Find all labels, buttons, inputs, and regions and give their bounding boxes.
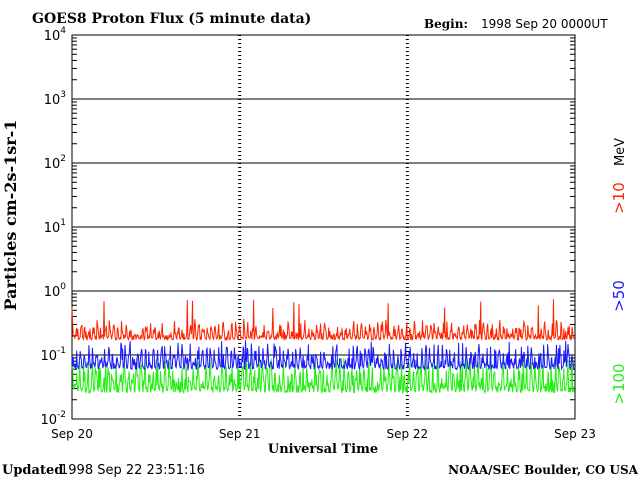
begin-label: Begin: — [424, 17, 468, 31]
legend-units: MeV — [613, 138, 628, 166]
chart-title: GOES8 Proton Flux (5 minute data) — [32, 11, 311, 27]
x-tick-label: Sep 23 — [554, 427, 596, 441]
y-tick-label: 101 — [44, 218, 66, 236]
x-tick-label: Sep 22 — [386, 427, 428, 441]
y-tick-label: 103 — [44, 90, 66, 108]
x-tick-label: Sep 20 — [51, 427, 93, 441]
updated-label: Updated — [2, 463, 63, 478]
credit-text: NOAA/SEC Boulder, CO USA — [448, 463, 639, 477]
y-tick-label: 102 — [44, 154, 66, 172]
begin-value: 1998 Sep 20 0000UT — [481, 17, 608, 31]
legend-series-50: >50 — [610, 280, 628, 312]
plot-frame — [71, 34, 576, 420]
series-layer — [71, 299, 575, 395]
y-axis-label: Particles cm-2s-1sr-1 — [1, 120, 20, 311]
series-line-gt10 — [71, 299, 575, 342]
y-tick-label: 10-1 — [40, 346, 66, 364]
x-axis-label: Universal Time — [268, 442, 378, 457]
legend-series-10: >10 — [610, 182, 628, 214]
y-tick-label: 104 — [44, 26, 67, 44]
y-tick-label: 100 — [44, 282, 67, 300]
series-line-gt50 — [71, 340, 575, 372]
x-tick-labels: Sep 20 Sep 21 Sep 22 Sep 23 — [51, 427, 596, 441]
y-tick-label: 10-2 — [40, 410, 66, 428]
legend-series-100: >100 — [610, 363, 628, 404]
updated-value: 1998 Sep 22 23:51:16 — [60, 463, 205, 478]
y-tick-labels: 10-2 10-1 100 101 102 103 104 — [40, 26, 66, 428]
x-tick-label: Sep 21 — [219, 427, 261, 441]
